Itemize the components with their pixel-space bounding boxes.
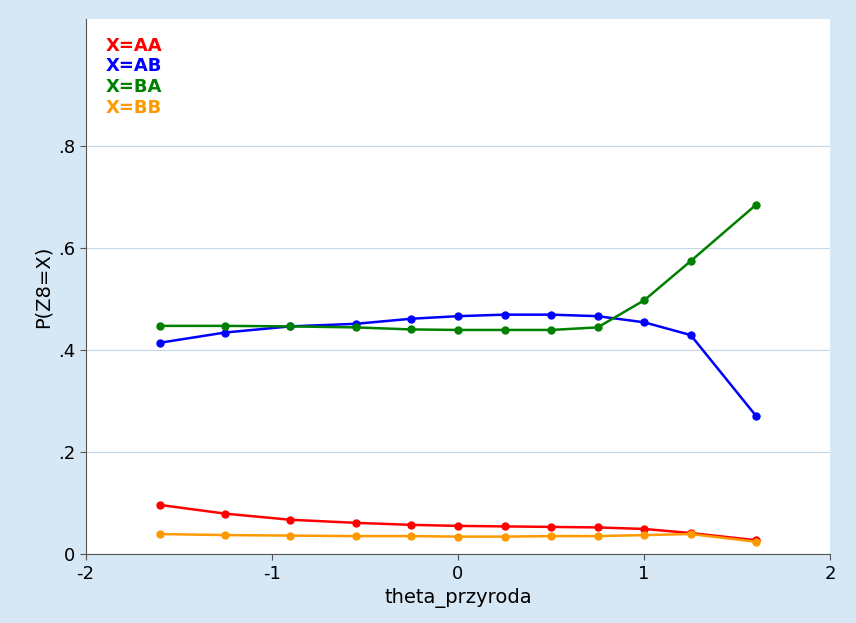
X=BB [407,533,417,540]
X=AB [686,331,696,339]
X=AA [546,523,556,531]
X=AA [686,530,696,537]
Line: X=BA: X=BA [157,201,759,333]
X=BA [407,326,417,333]
X=AA [350,519,360,526]
X=AB [220,329,230,336]
X=BB [546,533,556,540]
X=AA [285,516,295,523]
X=BB [639,531,649,539]
X=AA [453,522,463,530]
X=BA [499,326,509,334]
X=AB [155,339,165,346]
X=BB [155,530,165,538]
X=AB [751,412,761,419]
X=BB [453,533,463,540]
X=AA [639,525,649,533]
X=AB [639,318,649,326]
X=BB [686,530,696,538]
X=BA [751,201,761,209]
X=AA [220,510,230,517]
X=BA [592,324,603,331]
X=BB [350,533,360,540]
X=BB [751,538,761,546]
Line: X=AB: X=AB [157,311,759,419]
X=AA [592,524,603,531]
Legend: X=AA, X=AB, X=BA, X=BB: X=AA, X=AB, X=BA, X=BB [102,33,166,120]
X=BA [686,257,696,265]
Line: X=AA: X=AA [157,502,759,544]
X=BB [499,533,509,540]
X=BA [350,324,360,331]
X=AB [453,313,463,320]
X=AB [350,320,360,328]
X=AB [499,311,509,318]
X=AA [407,521,417,528]
X=AB [407,315,417,323]
X=BA [546,326,556,334]
Y-axis label: P(Z8=X): P(Z8=X) [33,245,52,328]
X=BA [453,326,463,334]
X=BB [592,533,603,540]
X=BA [155,322,165,330]
X=AB [285,323,295,330]
X-axis label: theta_przyroda: theta_przyroda [384,589,532,609]
X=AA [751,536,761,544]
Line: X=BB: X=BB [157,531,759,545]
X=BA [639,297,649,304]
X=BB [285,532,295,540]
X=AA [499,523,509,530]
X=AB [546,311,556,318]
X=AB [592,313,603,320]
X=AA [155,502,165,509]
X=BA [220,322,230,330]
X=BB [220,531,230,539]
X=BA [285,323,295,330]
